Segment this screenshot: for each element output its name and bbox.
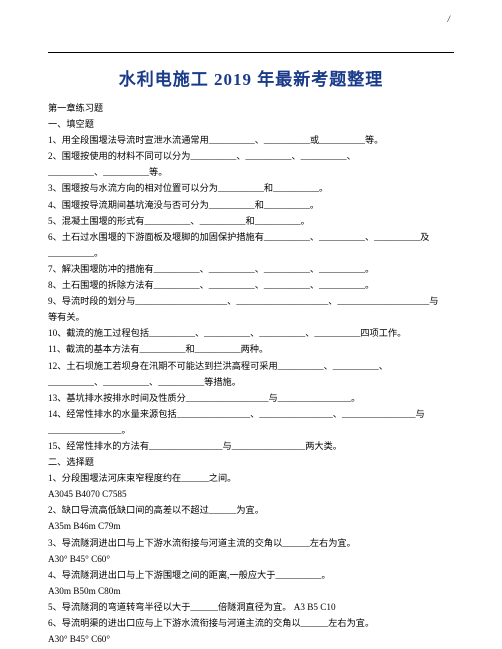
section-header: 第一章练习题 (48, 100, 454, 116)
question-line: __________、__________、__________等措施。 (48, 374, 454, 390)
question-line: 11、截流的基本方法有__________和__________两种。 (48, 341, 454, 357)
question-line: 12、土石坝施工若坝身在汛期不可能达到拦洪高程可采用__________、___… (48, 358, 454, 374)
answer-options: A35m B46m C79m (48, 518, 454, 534)
answer-options: A3045 B4070 C7585 (48, 486, 454, 502)
question-line: 等有关。 (48, 309, 454, 325)
question-line: 9、导流时段的划分与____________________、_________… (48, 293, 454, 309)
question-line: 14、经常性排水的水量来源包括________________、________… (48, 406, 454, 422)
subsection-header: 二、选择题 (48, 454, 454, 470)
question-line: 1、分段围堰法河床束窄程度约在______之间。 (48, 470, 454, 486)
question-line: __________、__________等。 (48, 164, 454, 180)
answer-options: A30° B45° C60° (48, 551, 454, 567)
question-line: __________。 (48, 245, 454, 261)
header-mark: / (447, 14, 450, 24)
top-rule (48, 52, 454, 53)
question-line: 2、缺口导流高低缺口间的高差以不超过______为宜。 (48, 502, 454, 518)
question-line: 5、导流隧洞的弯道转弯半径以大于______倍隧洞直径为宜。 A3 B5 C10 (48, 599, 454, 615)
question-line: 6、土石过水围堰的下游面板及堰脚的加固保护措施有__________、_____… (48, 229, 454, 245)
question-line: 4、导流隧洞进出口与上下游围堰之间的距离,一般应大于__________。 (48, 567, 454, 583)
question-line: 2、围堰按使用的材料不同可以分为__________、__________、__… (48, 148, 454, 164)
question-line: 1、用全段围堰法导流时宣泄水流通常用__________、__________或… (48, 132, 454, 148)
question-line: 13、基坑排水按排水时间及性质分__________________与_____… (48, 390, 454, 406)
answer-options: A30° B45° C60° (48, 631, 454, 647)
document-title: 水利电施工 2019 年最新考题整理 (48, 65, 454, 90)
answer-options: A30m B50m C80m (48, 583, 454, 599)
question-line: 7、解决围堰防冲的措施有__________、__________、______… (48, 261, 454, 277)
document-page: / 水利电施工 2019 年最新考题整理 第一章练习题 一、填空题 1、用全段围… (0, 0, 502, 649)
question-line: 5、混凝土围堰的形式有__________、__________和_______… (48, 213, 454, 229)
question-line: 10、截流的施工过程包括__________、__________、______… (48, 325, 454, 341)
question-line: 6、导流明渠的进出口应与上下游水流衔接与河道主流的交角以______左右为宜。 (48, 615, 454, 631)
question-line: 4、围堰按导流期间基坑淹没与否可分为__________和__________。 (48, 197, 454, 213)
question-line: 8、土石围堰的拆除方法有__________、__________、______… (48, 277, 454, 293)
subsection-header: 一、填空题 (48, 116, 454, 132)
question-line: 3、围堰按与水流方向的相对位置可以分为__________和__________… (48, 180, 454, 196)
question-line: 3、导流隧洞进出口与上下游水流衔接与河道主流的交角以______左右为宜。 (48, 535, 454, 551)
question-line: 15、经常性排水的方法有________________与___________… (48, 438, 454, 454)
question-line: ________________。 (48, 422, 454, 438)
